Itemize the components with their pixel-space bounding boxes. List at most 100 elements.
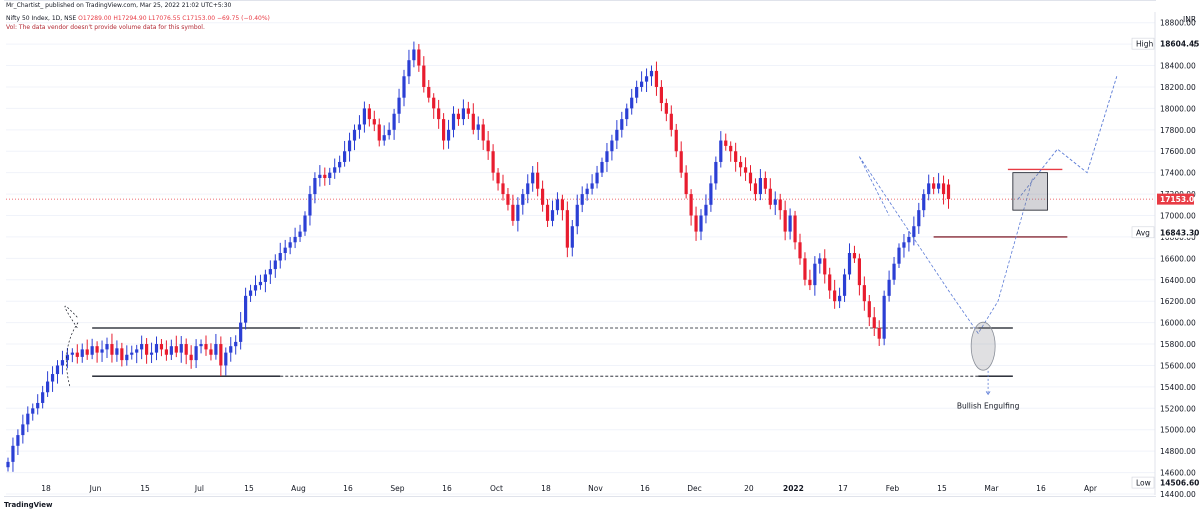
candle-body bbox=[229, 346, 233, 353]
badge-value-box bbox=[1157, 193, 1194, 205]
v-pattern-line bbox=[859, 156, 1034, 335]
candle-body bbox=[600, 161, 604, 173]
candle-body bbox=[818, 258, 822, 264]
candle-body bbox=[164, 349, 168, 355]
pattern-label: Bullish Engulfing bbox=[957, 401, 1020, 410]
candle-body bbox=[937, 183, 941, 189]
candle-body bbox=[768, 188, 772, 205]
candle-body bbox=[758, 178, 762, 195]
time-tick-label: Jul bbox=[194, 484, 204, 493]
candle-body bbox=[946, 184, 951, 200]
candle-body bbox=[541, 188, 545, 205]
time-tick-label: 16 bbox=[442, 484, 452, 493]
candle-body bbox=[481, 124, 485, 141]
time-tick-label: 15 bbox=[937, 484, 947, 493]
engulfing-ellipse bbox=[970, 321, 996, 371]
candle-body bbox=[268, 269, 272, 275]
candle-body bbox=[704, 204, 708, 216]
candle-body bbox=[214, 344, 218, 355]
badge-label-box bbox=[1131, 37, 1155, 50]
candle-body bbox=[263, 274, 267, 282]
candle-body bbox=[16, 435, 20, 446]
candle-body bbox=[313, 178, 317, 195]
candle-body bbox=[174, 346, 178, 353]
candle-body bbox=[565, 210, 569, 248]
candle-body bbox=[120, 348, 124, 361]
candle-body bbox=[204, 344, 208, 350]
candle-body bbox=[838, 295, 842, 302]
time-tick-label: 16 bbox=[343, 484, 353, 493]
candle-body bbox=[80, 349, 84, 357]
time-tick-label: 16 bbox=[1036, 484, 1046, 493]
candle-body bbox=[719, 140, 723, 162]
badge-value: 16843.30 bbox=[1160, 228, 1199, 237]
candle-body bbox=[847, 253, 852, 275]
price-tick-label: 18800.00 bbox=[1160, 19, 1196, 28]
candle-body bbox=[585, 188, 589, 195]
candle-body bbox=[917, 210, 921, 227]
candle-body bbox=[739, 161, 743, 168]
candle-body bbox=[70, 352, 74, 355]
candle-body bbox=[887, 279, 891, 296]
time-tick-label: 16 bbox=[640, 484, 650, 493]
candle-body bbox=[115, 348, 119, 355]
chart-frame bbox=[4, 0, 1156, 497]
candle-body bbox=[456, 113, 461, 120]
candle-body bbox=[907, 236, 911, 243]
time-tick-label: Apr bbox=[1084, 484, 1098, 493]
candle-body bbox=[352, 129, 357, 141]
badge-label: Avg bbox=[1136, 228, 1150, 237]
tradingview-logo[interactable]: TradingView bbox=[4, 501, 53, 509]
candle-body bbox=[258, 281, 263, 286]
badge-label: Low bbox=[1136, 479, 1151, 488]
badge-value: 17153.00 bbox=[1160, 195, 1199, 204]
candle-body bbox=[694, 215, 698, 232]
candle-body bbox=[179, 344, 183, 353]
price-tick-label: 16200.00 bbox=[1160, 297, 1196, 306]
candle-body bbox=[892, 263, 896, 280]
candle-body bbox=[496, 172, 500, 184]
ohlc-values: O17289.00 H17294.90 L17076.55 C17153.00 … bbox=[78, 15, 270, 22]
candle-body bbox=[729, 145, 733, 152]
time-tick-label: Dec bbox=[687, 484, 702, 493]
candle-body bbox=[823, 258, 827, 275]
candle-body bbox=[526, 183, 530, 195]
badge-value: 18604.45 bbox=[1160, 40, 1199, 49]
candle-body bbox=[451, 113, 456, 130]
candle-body bbox=[867, 301, 871, 318]
candle-body bbox=[763, 178, 767, 189]
candle-body bbox=[219, 344, 223, 366]
badge-value-box bbox=[1157, 226, 1194, 238]
candle-body bbox=[709, 183, 713, 205]
candle-body bbox=[278, 253, 282, 261]
candle-body bbox=[50, 374, 55, 382]
candle-body bbox=[813, 263, 817, 286]
candle-body bbox=[724, 140, 728, 146]
price-tick-label: 16000.00 bbox=[1160, 319, 1196, 328]
candle-body bbox=[46, 381, 50, 393]
candle-body bbox=[199, 344, 203, 347]
time-tick-label: Sep bbox=[390, 484, 404, 493]
badge-label-box bbox=[1131, 476, 1155, 489]
candle-body bbox=[684, 172, 688, 195]
badge-value: 14506.60 bbox=[1160, 479, 1199, 488]
symbol-name[interactable]: Nifty 50 Index, 1D, NSE bbox=[6, 15, 77, 22]
candle-body bbox=[461, 108, 465, 120]
candle-body bbox=[328, 172, 332, 179]
candle-body bbox=[783, 210, 787, 232]
candle-body bbox=[392, 113, 396, 130]
candle-body bbox=[674, 129, 678, 152]
candle-body bbox=[303, 215, 307, 232]
candle-body bbox=[669, 113, 673, 130]
volume-note: Vol: The data vendor doesn't provide vol… bbox=[6, 24, 205, 31]
candle-body bbox=[897, 247, 901, 264]
candle-body bbox=[580, 194, 584, 205]
price-tick-label: 17400.00 bbox=[1160, 169, 1196, 178]
candle-body bbox=[31, 408, 35, 414]
price-tick-label: 18000.00 bbox=[1160, 104, 1196, 113]
arrow-head bbox=[985, 391, 991, 396]
candle-body bbox=[466, 108, 470, 114]
candle-body bbox=[273, 260, 277, 270]
price-tick-label: 15400.00 bbox=[1160, 383, 1196, 392]
